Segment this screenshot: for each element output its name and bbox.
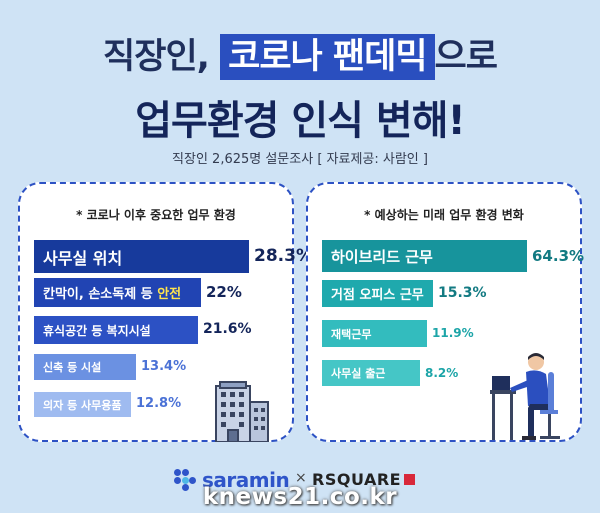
bar-4: 사무실 출근 — [322, 360, 420, 386]
title-prefix: 직장인, — [103, 37, 210, 77]
saramin-wordmark: saramin — [202, 468, 290, 492]
future-environment-panel: * 예상하는 미래 업무 환경 변화 하이브리드 근무 64.3% 거점 오피스 근… — [306, 182, 585, 442]
bar-label: 휴식공간 등 복지시설 — [43, 323, 151, 338]
times-symbol: × — [295, 470, 307, 486]
bar-value-label: 15.3% — [438, 284, 487, 301]
bar-2: 거점 오피스 근무 — [322, 280, 433, 307]
bar-label: 사무실 위치 — [43, 248, 123, 268]
bar-label: 칸막이, 손소독제 등 안전 — [43, 287, 182, 302]
bar-label: 거점 오피스 근무 — [331, 288, 424, 303]
bar-label: 하이브리드 근무 — [331, 247, 433, 266]
bar-value-label: 22% — [206, 283, 242, 302]
rsquare-logo: RSQUARE — [312, 470, 416, 489]
bar-value-label: 21.6% — [203, 321, 252, 338]
saramin-logo-icon — [174, 469, 196, 491]
bar-1: 하이브리드 근무 — [322, 240, 527, 272]
person-at-desk-icon — [490, 353, 560, 440]
right-chart-title: * 예상하는 미래 업무 환경 변화 — [364, 208, 524, 222]
survey-subtitle: 직장인 2,625명 설문조사 [ 자료제공: 사람인 ] — [172, 152, 428, 167]
watermark: knews21.co.kr — [202, 484, 398, 510]
bar-value-label: 28.3% — [254, 245, 313, 266]
bar-value-label: 64.3% — [532, 246, 585, 265]
rsquare-wordmark: RSQUARE — [312, 470, 402, 489]
bar-label: 의자 등 사무용품 — [43, 398, 122, 412]
bar-label: 신축 등 시설 — [43, 361, 102, 374]
saramin-logo: saramin — [174, 468, 290, 492]
building-icon — [215, 381, 269, 442]
left-chart-title: * 코로나 이후 중요한 업무 환경 — [76, 208, 236, 222]
bar-2: 칸막이, 손소독제 등 안전 — [34, 278, 201, 307]
bar-4: 신축 등 시설 — [34, 354, 136, 380]
rsquare-logo-icon — [404, 474, 416, 485]
bar-1: 사무실 위치 — [34, 240, 249, 273]
bar-value-label: 13.4% — [141, 358, 187, 374]
bar-label: 사무실 출근 — [331, 367, 386, 380]
bar-value-label: 12.8% — [136, 396, 182, 412]
title-line-1: 직장인, 코로나 팬데믹 으로 — [0, 34, 600, 80]
title-highlight: 코로나 팬데믹 — [220, 34, 435, 80]
footer-logos: saramin × RSQUARE — [0, 468, 600, 492]
title-line-2: 업무환경 인식 변해! — [135, 98, 466, 144]
bar-label: 재택근무 — [331, 327, 372, 341]
bar-value-label: 11.9% — [432, 326, 474, 341]
bar-value-label: 8.2% — [425, 365, 459, 380]
title-suffix: 으로 — [434, 37, 498, 77]
bar-5: 의자 등 사무용품 — [34, 392, 131, 417]
bar-3: 휴식공간 등 복지시설 — [34, 316, 198, 344]
bar-3: 재택근무 — [322, 320, 427, 347]
important-environment-panel: * 코로나 이후 중요한 업무 환경 사무실 위치 28.3% 칸막이, 손소독제 … — [18, 182, 313, 442]
